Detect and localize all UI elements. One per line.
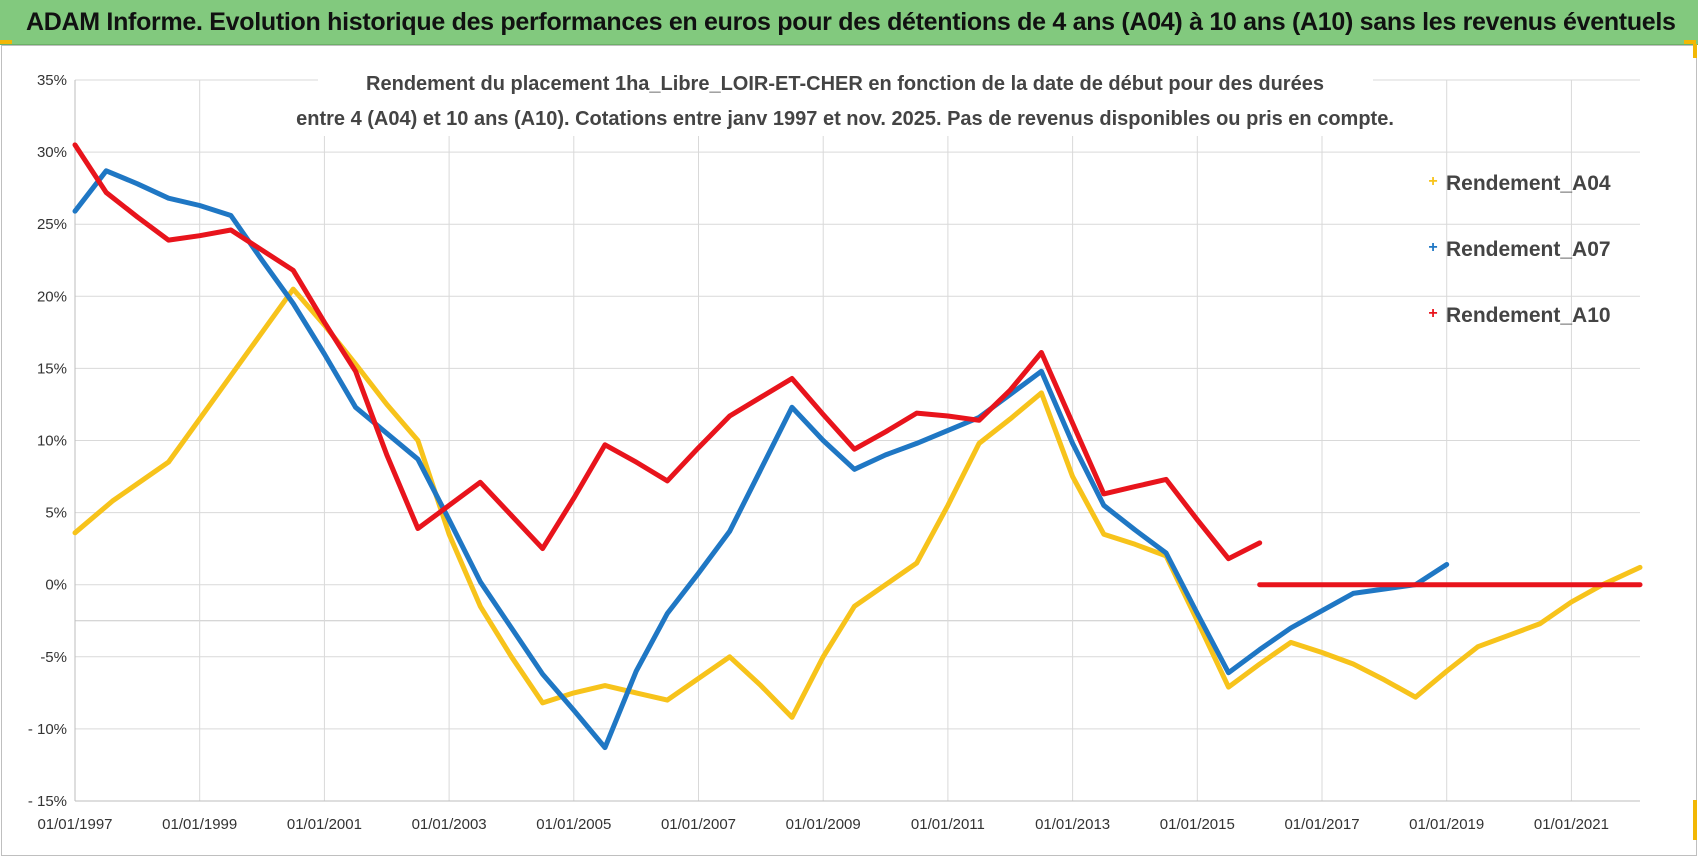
y-tick-label: - 15% [28, 793, 67, 810]
legend-item: + Rendement_A07 [1428, 238, 1610, 261]
corner-mark-right [1693, 44, 1697, 58]
chart-legend: + Rendement_A04 + Rendement_A07 + Rendement_A… [1428, 172, 1611, 327]
legend-label: Rendement_A04 [1446, 172, 1611, 195]
corner-mark-top-left [0, 40, 12, 44]
x-tick-label: 01/01/2003 [412, 816, 487, 833]
x-tick-label: 01/01/2011 [911, 816, 985, 833]
y-tick-label: -5% [40, 649, 67, 666]
series-line-rendement-a04 [72, 286, 1643, 720]
legend-label: Rendement_A07 [1446, 238, 1611, 261]
y-tick-label: 20% [37, 288, 67, 305]
x-tick-label: 01/01/2005 [536, 816, 611, 833]
legend-marker: + [1428, 173, 1437, 190]
series-line-rendement-a07 [72, 168, 1450, 751]
x-tick-label: 01/01/1997 [37, 816, 112, 833]
chart-axes: 35% 30% 25% 20% 15% 10% 5% 0% -5% - 10% - 15% 01/01… [28, 72, 1640, 833]
x-tick-label: 01/01/2007 [661, 816, 736, 833]
x-tick-label: 01/01/2015 [1160, 816, 1235, 833]
subtitle-background [318, 70, 1373, 136]
x-tick-label: 01/01/2013 [1035, 816, 1110, 833]
y-tick-label: 15% [37, 360, 67, 377]
x-tick-label: 01/01/1999 [162, 816, 237, 833]
y-tick-label: 30% [37, 144, 67, 161]
y-tick-label: 5% [45, 505, 67, 522]
x-tick-label: 01/01/2001 [287, 816, 362, 833]
y-tick-label: 0% [45, 577, 67, 594]
y-tick-label: 10% [37, 433, 67, 450]
chart-title: Rendement du placement 1ha_Libre_LOIR-ET… [366, 73, 1324, 95]
legend-item: + Rendement_A10 [1428, 304, 1610, 327]
x-tick-label: 01/01/2019 [1409, 816, 1484, 833]
corner-mark-bottom-right [1693, 800, 1697, 840]
chart-frame [1, 45, 1697, 856]
x-tick-label: 01/01/2021 [1534, 816, 1609, 833]
legend-marker: + [1428, 305, 1437, 322]
legend-label: Rendement_A10 [1446, 304, 1611, 327]
chart-grid [74, 79, 1640, 802]
corner-mark-top-right [1684, 40, 1696, 44]
header-title: ADAM Informe. Evolution historique des p… [26, 8, 1676, 36]
y-tick-label: - 10% [28, 721, 67, 738]
y-tick-label: 25% [37, 216, 67, 233]
x-tick-label: 01/01/2009 [786, 816, 861, 833]
header-bar: ADAM Informe. Evolution historique des p… [0, 0, 1698, 45]
legend-item: + Rendement_A04 [1428, 172, 1611, 195]
chart-subtitle: entre 4 (A04) et 10 ans (A10). Cotations… [296, 108, 1394, 130]
x-tick-label: 01/01/2017 [1284, 816, 1359, 833]
chart-series [72, 142, 1643, 751]
series-line-rendement-a10 [72, 142, 1263, 562]
y-tick-label: 35% [37, 72, 67, 89]
legend-marker: + [1428, 239, 1437, 256]
